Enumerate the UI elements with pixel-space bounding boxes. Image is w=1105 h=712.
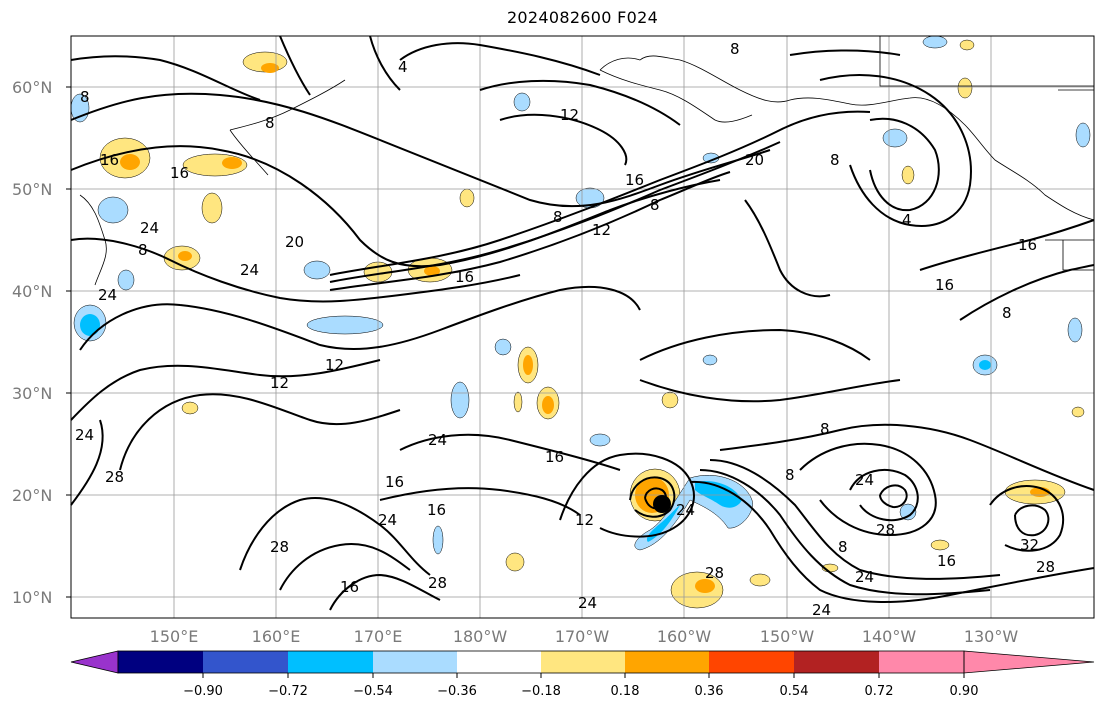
contour-label: 12 [560,106,579,124]
colorbar-segment [794,651,879,673]
lon-label: 140°W [862,627,917,646]
contour-label: 24 [75,426,94,444]
colorbar-segment [373,651,457,673]
longitude-labels: 150°E 160°E 170°E 180°W 170°W 160°W 150°… [150,627,1019,646]
contour-label: 28 [428,574,447,592]
contour-label: 8 [650,196,660,214]
contour-label: 24 [578,594,597,612]
contour-label: 8 [830,151,840,169]
contour-label: 8 [80,88,90,106]
lon-label: 130°W [964,627,1019,646]
contour-label: 16 [937,552,956,570]
lon-label: 180°W [453,627,508,646]
contour-label: 16 [545,448,564,466]
colorbar-segment [118,651,203,673]
contour-label: 16 [340,578,359,596]
colorbar-segment [203,651,288,673]
storm-center-marker [653,495,671,513]
lon-label: 160°E [252,627,301,646]
contour-label: 16 [455,268,474,286]
contour-label: 28 [876,521,895,539]
contour-label: 8 [1002,304,1012,322]
colorbar-tick-label: 0.90 [950,684,979,699]
contour-label: 16 [935,276,954,294]
contour-label: 8 [138,241,148,259]
colorbar-tick-label: 0.54 [780,684,809,699]
contour-label: 16 [170,164,189,182]
colorbar: −0.90 −0.72 −0.54 −0.36 −0.18 0.18 0.36 … [70,650,1095,699]
colorbar-extend-low [70,650,119,674]
contour-label: 12 [325,356,344,374]
contour-labels: 8 12 16 20 24 12 16 20 16 12 12 24 16 16… [75,40,1055,619]
contour-label: 16 [427,501,446,519]
map-panel [71,36,1094,618]
contour-label: 8 [553,208,563,226]
contour-label: 4 [902,211,912,229]
contour-label: 16 [100,151,119,169]
contour-label: 20 [285,233,304,251]
shaded-field [70,35,1091,609]
colorbar-tick-label: −0.54 [353,684,393,699]
contour-label: 24 [428,431,447,449]
colorbar-segment [625,651,709,673]
axis-ticks [66,86,71,598]
colorbar-tick-label: −0.90 [183,684,223,699]
lon-label: 170°W [555,627,610,646]
contour-label: 24 [812,601,831,619]
contour-label: 16 [625,171,644,189]
contour-label: 8 [838,538,848,556]
contour-label: 16 [385,473,404,491]
colorbar-tick-label: −0.72 [268,684,308,699]
contour-label: 12 [575,511,594,529]
lon-label: 160°W [657,627,712,646]
colorbar-segment [879,651,964,673]
contour-label: 28 [105,468,124,486]
contour-label: 4 [398,58,408,76]
contour-label: 12 [592,221,611,239]
colorbar-tick-label: 0.72 [865,684,894,699]
lon-label: 150°E [150,627,199,646]
contour-label: 8 [820,420,830,438]
graticule [71,36,1094,618]
lat-label: 40°N [12,282,52,301]
contour-label: 28 [1036,558,1055,576]
lat-label: 30°N [12,384,52,403]
lat-label: 50°N [12,180,52,199]
contour-label: 8 [785,466,795,484]
colorbar-segment [541,651,625,673]
map-title: 2024082600 F024 [506,8,659,27]
colorbar-tick-label: −0.18 [521,684,561,699]
contour-label: 24 [676,501,695,519]
colorbar-segment [457,651,541,673]
contour-label: 20 [745,151,764,169]
colorbar-tick-label: −0.36 [437,684,477,699]
contour-label: 24 [855,568,874,586]
contour-label: 24 [98,286,117,304]
contour-label: 24 [240,261,259,279]
lat-label: 60°N [12,78,52,97]
contour-label: 12 [270,374,289,392]
contour-lines [70,35,1095,611]
colorbar-tick-label: 0.36 [695,684,724,699]
colorbar-segment [709,651,794,673]
lat-label: 20°N [12,486,52,505]
contour-label: 24 [140,219,159,237]
latitude-labels: 60°N 50°N 40°N 30°N 20°N 10°N [12,78,52,607]
contour-label: 28 [705,564,724,582]
contour-label: 16 [1018,236,1037,254]
map-border [70,35,1095,619]
lat-label: 10°N [12,588,52,607]
contour-label: 32 [1020,536,1039,554]
colorbar-extend-high [963,650,1095,674]
colorbar-segment [288,651,373,673]
contour-label: 8 [265,114,275,132]
lon-label: 150°W [760,627,815,646]
contour-label: 8 [730,40,740,58]
contour-label: 24 [855,471,874,489]
contour-label: 28 [270,538,289,556]
contour-label: 24 [378,511,397,529]
lon-label: 170°E [354,627,403,646]
colorbar-tick-label: 0.18 [611,684,640,699]
